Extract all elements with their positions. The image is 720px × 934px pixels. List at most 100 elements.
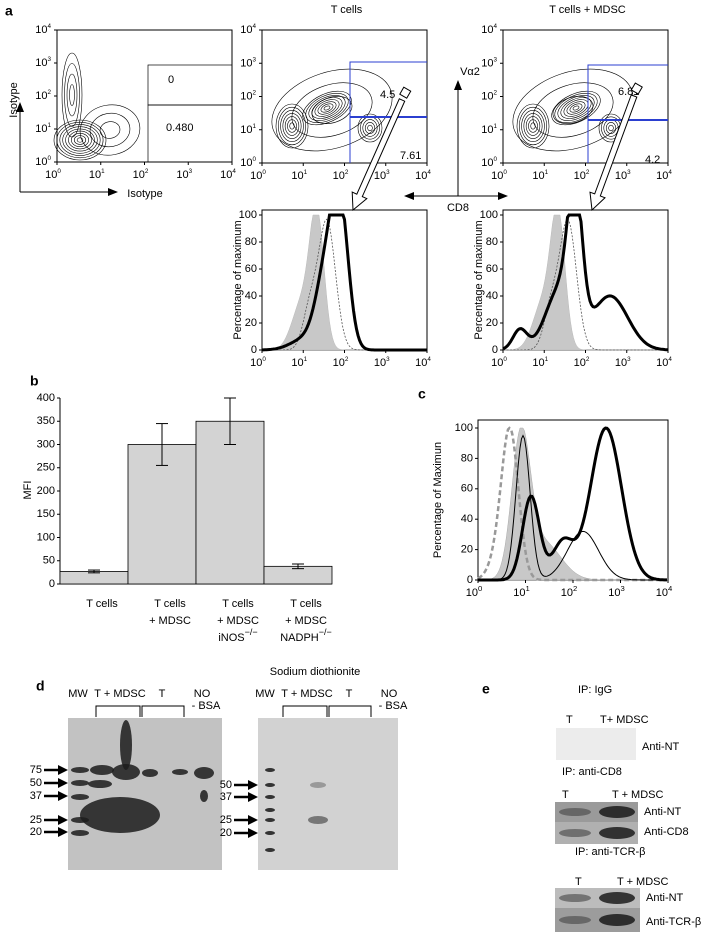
contour xyxy=(608,124,614,132)
tick-label: 100 xyxy=(466,584,483,599)
gate xyxy=(587,64,668,163)
tick-exponent: 0 xyxy=(57,168,61,175)
superscript: −/− xyxy=(319,627,332,637)
y-tick-label: 100 xyxy=(37,531,55,543)
tick-label: 104 xyxy=(656,356,672,369)
tick-exponent: 3 xyxy=(47,56,51,63)
x-tick-label: NADPH−/− xyxy=(280,627,332,644)
tick-base: 10 xyxy=(35,90,47,102)
contour xyxy=(280,109,304,143)
tick-exponent: 0 xyxy=(503,169,507,176)
contour xyxy=(605,122,617,134)
gate xyxy=(147,64,233,106)
tick-base: 10 xyxy=(481,124,493,136)
panel-label: e xyxy=(482,681,490,697)
lane-label: T xyxy=(566,714,573,726)
marker-arrowhead xyxy=(58,815,68,825)
row-label: Anti-TCR-β xyxy=(646,916,701,928)
y-tick-label: 150 xyxy=(37,508,55,520)
lane-label: T xyxy=(346,688,353,700)
contour xyxy=(512,68,634,152)
blot-band xyxy=(172,769,188,775)
tick-exponent: 0 xyxy=(262,356,266,363)
y-tick-label: 60 xyxy=(461,483,473,495)
tick-base: 10 xyxy=(481,57,493,69)
tick-base: 10 xyxy=(415,170,427,182)
lane-label: T xyxy=(159,688,166,700)
contour xyxy=(61,52,83,138)
tick-label: 102 xyxy=(133,168,149,181)
contour xyxy=(528,119,538,133)
tick-exponent: 4 xyxy=(668,356,672,363)
tick-base: 10 xyxy=(491,170,503,182)
tick-label: 102 xyxy=(240,89,256,102)
contour xyxy=(314,99,340,117)
row-label: Anti-CD8 xyxy=(644,826,689,838)
isotype-fill xyxy=(477,427,668,581)
tick-base: 10 xyxy=(176,169,188,181)
blot-band xyxy=(265,818,275,822)
x-tick-label: iNOS−/− xyxy=(218,627,257,644)
sample-line xyxy=(262,213,427,352)
panel-label: d xyxy=(36,678,45,694)
tick-label: 101 xyxy=(291,169,307,182)
tick-base: 10 xyxy=(35,57,47,69)
y-tick-label: 350 xyxy=(37,415,55,427)
axis-label: Isotype xyxy=(127,188,162,200)
tick-label: 103 xyxy=(35,56,51,69)
blot-band xyxy=(308,816,328,824)
gate-value: 4.2 xyxy=(645,154,660,166)
blot-band xyxy=(599,806,635,818)
ip-title: IP: anti-CD8 xyxy=(562,766,622,778)
y-tick-label: 100 xyxy=(455,422,473,434)
x-tick-label: + MDSC xyxy=(149,615,191,627)
gate-arrow-square xyxy=(630,82,643,95)
axis-label: MFI xyxy=(22,481,34,500)
row-label: Anti-NT xyxy=(642,741,680,753)
contour xyxy=(289,122,295,130)
tick-base: 10 xyxy=(374,170,386,182)
row-label: Anti-NT xyxy=(644,806,682,818)
error-bar xyxy=(292,563,304,570)
blot-band xyxy=(71,794,89,800)
y-tick-label: 400 xyxy=(37,392,55,404)
tick-label: 103 xyxy=(608,584,625,599)
contour xyxy=(62,126,98,154)
gate-arrow xyxy=(589,94,638,212)
tick-label: 100 xyxy=(491,169,507,182)
tick-base: 10 xyxy=(250,357,262,369)
tick-base: 10 xyxy=(574,170,586,182)
tick-exponent: 3 xyxy=(627,356,631,363)
tick-base: 10 xyxy=(615,357,627,369)
x-tick-label: + MDSC xyxy=(285,615,327,627)
tick-exponent: 4 xyxy=(252,23,256,30)
panel-label: b xyxy=(30,373,39,389)
tick-exponent: 4 xyxy=(668,169,672,176)
blot-band xyxy=(265,795,275,799)
blot-title: Sodium diothionite xyxy=(270,666,361,678)
tick-label: 104 xyxy=(415,169,431,182)
marker-arrowhead xyxy=(58,778,68,788)
tick-label: 102 xyxy=(333,356,349,369)
lane-label: - BSA xyxy=(192,700,221,712)
gate-value: 7.61 xyxy=(400,150,421,162)
tick-label: 101 xyxy=(89,168,105,181)
tick-base: 10 xyxy=(240,124,252,136)
tick-exponent: 0 xyxy=(252,156,256,163)
contour xyxy=(282,113,302,139)
contour xyxy=(305,93,349,123)
arrow-head xyxy=(404,192,414,200)
marker-arrowhead xyxy=(248,780,258,790)
tick-label: 100 xyxy=(250,169,266,182)
y-tick-label: 20 xyxy=(461,544,473,556)
tick-label: 103 xyxy=(374,356,390,369)
tick-label: 103 xyxy=(615,169,631,182)
tick-label: 101 xyxy=(481,122,497,135)
panel-label: c xyxy=(418,386,426,402)
tick-label: 101 xyxy=(532,356,548,369)
y-tick-label: 60 xyxy=(245,263,257,275)
gate-arrow xyxy=(351,98,406,212)
contour xyxy=(560,97,592,119)
plot-title: T cells + MDSC xyxy=(549,4,626,16)
tick-base: 10 xyxy=(133,169,145,181)
